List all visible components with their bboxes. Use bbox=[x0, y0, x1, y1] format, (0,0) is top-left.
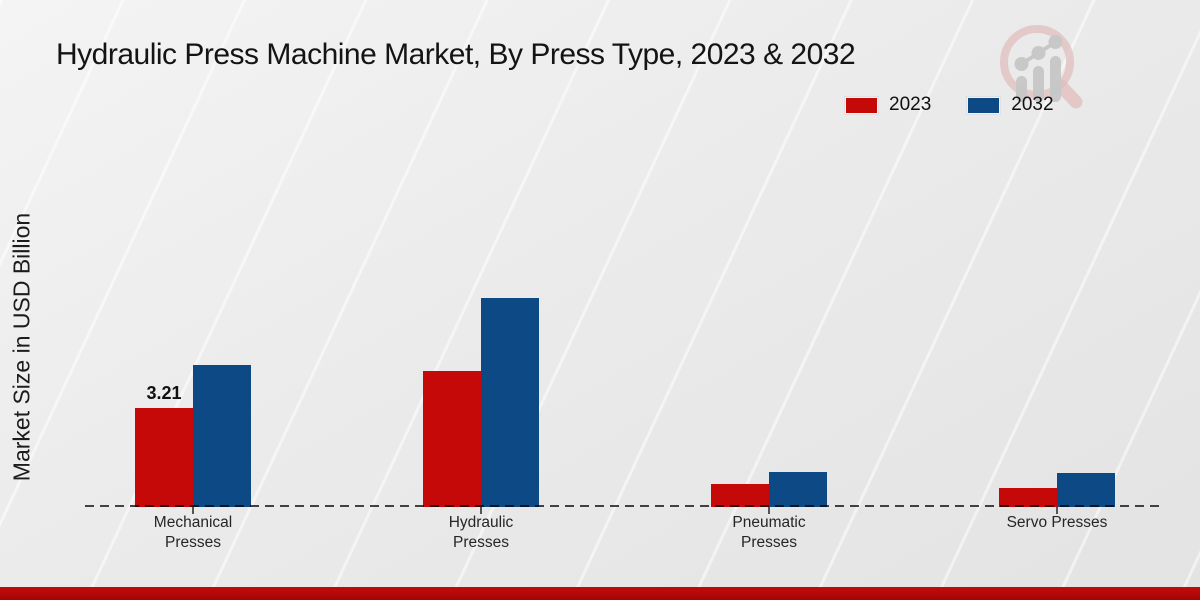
bar-2023-hydraulic-presses bbox=[423, 371, 481, 507]
category-label-mechanical-presses: Mechanical Presses bbox=[153, 514, 233, 552]
category-label-hydraulic-presses: Hydraulic Presses bbox=[448, 514, 514, 552]
bar-2032-pneumatic-presses bbox=[769, 472, 827, 507]
bar-2023-pneumatic-presses bbox=[711, 484, 769, 507]
legend-label-2023: 2023 bbox=[889, 94, 932, 115]
legend-item-2023: 2023 bbox=[845, 94, 931, 116]
plot-area: 3.21 Mechanical Presses Hydraulic Presses P… bbox=[49, 0, 1200, 551]
legend-label-2032: 2032 bbox=[1011, 94, 1054, 115]
bar-value-label-2023-mechanical-presses: 3.21 bbox=[146, 383, 182, 403]
footer-red-strip bbox=[0, 587, 1200, 600]
x-axis-tick-pneumatic-presses bbox=[768, 507, 770, 514]
bar-group-mechanical-presses: 3.21 Mechanical Presses bbox=[49, 0, 337, 551]
legend-item-2032: 2032 bbox=[967, 94, 1054, 116]
bar-2023-mechanical-presses bbox=[135, 408, 193, 507]
bar-group-servo-presses: Servo Presses bbox=[913, 0, 1200, 531]
bar-2032-mechanical-presses bbox=[193, 365, 251, 507]
bar-2032-hydraulic-presses bbox=[481, 298, 539, 507]
legend-swatch-2032 bbox=[967, 96, 1001, 114]
category-label-servo-presses: Servo Presses bbox=[1006, 514, 1108, 531]
legend: 2023 2032 bbox=[845, 94, 1054, 116]
bar-group-pneumatic-presses: Pneumatic Presses bbox=[625, 0, 913, 551]
legend-swatch-2023 bbox=[845, 96, 878, 114]
market-research-magnifier-logo bbox=[992, 20, 1086, 116]
bar-2032-servo-presses bbox=[1057, 473, 1115, 507]
x-axis-tick-mechanical-presses bbox=[192, 507, 194, 514]
bar-2023-servo-presses bbox=[999, 488, 1057, 507]
x-axis-tick-hydraulic-presses bbox=[480, 507, 482, 514]
growth-bars-icon bbox=[1014, 35, 1063, 102]
x-axis-tick-servo-presses bbox=[1056, 507, 1058, 514]
chart-title: Hydraulic Press Machine Market, By Press… bbox=[56, 38, 856, 71]
category-label-pneumatic-presses: Pneumatic Presses bbox=[732, 514, 806, 552]
bar-group-hydraulic-presses: Hydraulic Presses bbox=[337, 0, 625, 551]
y-axis-label: Market Size in USD Billion bbox=[8, 212, 35, 482]
x-axis-dashed-baseline bbox=[85, 505, 1163, 507]
